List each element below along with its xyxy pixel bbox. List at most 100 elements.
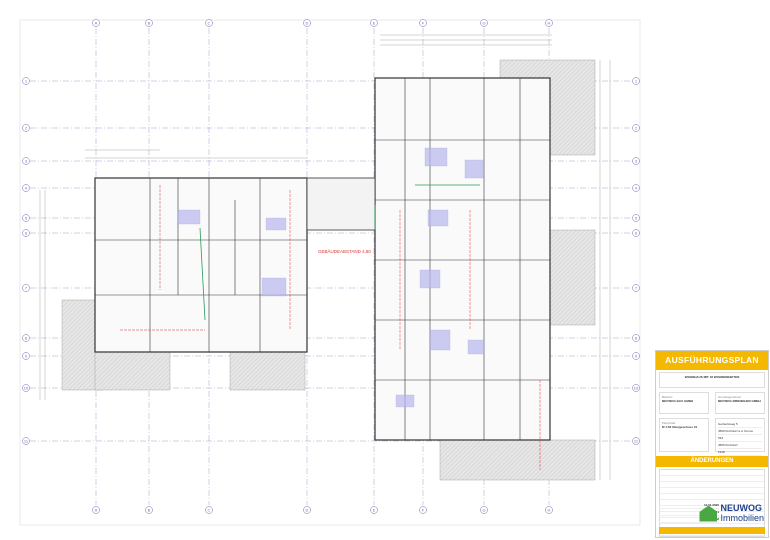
grid-label: 5 [25,216,28,221]
grid-label: 2 [635,126,638,131]
grid-label: 10 [24,386,29,391]
grid-bubble [205,19,213,27]
revision-table [659,469,765,537]
grid-bubble [632,334,640,342]
grid-label: 3 [25,159,28,164]
grid-label: C [208,21,211,26]
grid-bubble [480,19,488,27]
client-box: Bauherr NEUWOG BAU GMBH [659,392,709,414]
grid-bubble [632,77,640,85]
grid-bubble [22,124,30,132]
grid-label: E [373,21,376,26]
grid-bubble [632,437,640,445]
balcony-hatch [229,351,306,391]
client-name: NEUWOG BAU GMBH [662,399,694,403]
right-wing-walls [374,77,551,441]
grid-bubble [22,284,30,292]
neuwog-logo: NEUWOG Immobilien [699,504,764,523]
grid-bubble [22,184,30,192]
grid-label: C [208,508,211,513]
project-name: WOHNHAUS MIT 18 WOHNEINHEITEN [684,375,740,379]
plan-type-heading: AUSFÜHRUNGSPLAN [656,351,768,370]
grid-bubble [632,184,640,192]
owner-label: Grundeigentümer [718,395,742,399]
balcony-hatch [94,351,171,391]
revision-entry [660,470,764,473]
grid-label: 4 [635,186,638,191]
grid-label: 6 [635,231,638,236]
parties-row: Bauherr NEUWOG BAU GMBH Grundeigentümer … [656,390,768,416]
grid-bubble [545,19,553,27]
grid-label: E [373,508,376,513]
grid-bubble [145,19,153,27]
title-block: AUSFÜHRUNGSPLAN WOHNHAUS MIT 18 WOHNEINH… [655,350,769,538]
grid-bubble [92,19,100,27]
grid-label: 2 [25,126,28,131]
grid-bubble [632,124,640,132]
grid-bubble [370,506,378,514]
project-box: WOHNHAUS MIT 18 WOHNEINHEITEN [659,372,765,388]
house-logo-icon [699,505,718,522]
wet-room [427,209,449,227]
grid-bubble [22,229,30,237]
site-row: 4560 Kirchdorf [718,442,762,449]
grid-bubble [419,19,427,27]
grid-label: H [548,508,551,513]
site-row: Gerbertsweg 5 [718,421,762,428]
site-box: Gerbertsweg 5 4560 Kirchdorf a.d. Krems … [715,418,765,456]
grid-label: D [306,21,309,26]
grid-bubble [92,506,100,514]
grid-label: G [482,21,485,26]
grid-bubble [22,214,30,222]
grid-label: H [548,21,551,26]
grid-label: 11 [634,439,639,444]
left-wing-walls [94,177,308,353]
grid-label: 11 [24,439,29,444]
grid-bubble [22,352,30,360]
grid-label: 3 [635,159,638,164]
grid-label: 10 [634,386,639,391]
grid-label: 6 [25,231,28,236]
grid-label: 9 [635,354,638,359]
grid-bubble [145,506,153,514]
grid-bubble [303,19,311,27]
wet-room [419,269,441,289]
grid-bubble [419,506,427,514]
grid-bubble [632,214,640,222]
grid-bubble [370,19,378,27]
wet-room [261,277,287,297]
owner-name: NEUWOG IMMOBILIEN GMBH [718,399,761,403]
footer-bar [659,527,765,534]
grid-label: D [306,508,309,513]
plan-label: Planinhalt [662,421,676,425]
grid-label: 8 [635,336,638,341]
plan-box: Planinhalt M 1:50 Obergeschoss 01 [659,418,709,452]
grid-label: 1 [25,79,28,84]
grid-label: 9 [25,354,28,359]
wet-room [429,329,451,351]
grid-bubble [303,506,311,514]
changes-heading: ÄNDERUNGEN [656,456,768,467]
site-row: 4560 Kirchdorf a.d. Krems [718,428,762,435]
site-row: 1918 [718,449,762,456]
sheet-frame [19,19,641,526]
owner-box: Grundeigentümer NEUWOG IMMOBILIEN GMBH [715,392,765,414]
grid-bubble [632,229,640,237]
grid-label: 7 [635,286,638,291]
annotation-building-distance: GEBÄUDEABSTAND 4,80 [318,249,371,254]
fire-line [199,227,206,321]
wet-room [464,159,484,179]
connector-corridor [306,177,376,231]
grid-label: 8 [25,336,28,341]
grid-label: 7 [25,286,28,291]
grid-bubble [205,506,213,514]
grid-bubble [22,437,30,445]
grid-label: B [148,21,151,26]
balcony-hatch [439,439,596,481]
plan-info-row: Planinhalt M 1:50 Obergeschoss 01 Gerber… [656,416,768,456]
wet-room [424,147,448,167]
logo-line1: NEUWOG [720,503,762,513]
site-row: 533 [718,435,762,442]
wet-room [265,217,287,231]
